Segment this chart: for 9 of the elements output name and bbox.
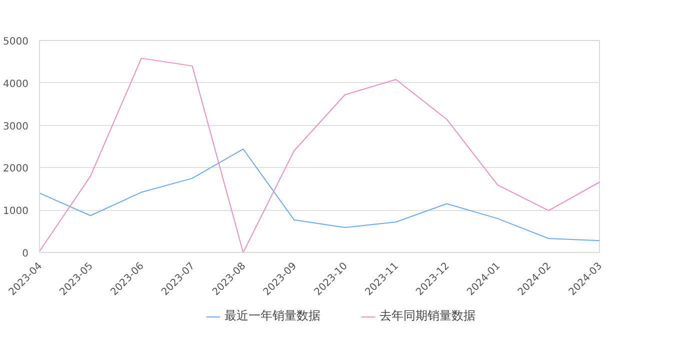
legend-label: 去年同期销量数据: [380, 308, 476, 324]
y-tick-label: 2000: [3, 164, 29, 175]
y-tick-label: 3000: [3, 121, 29, 132]
y-tick-label: 1000: [3, 206, 29, 218]
line-series: [40, 148, 600, 242]
y-tick-label: 5000: [3, 36, 29, 48]
legend-label: 最近一年销量数据: [224, 308, 320, 324]
y-tick-label: 0: [22, 248, 29, 260]
y-tick-label: 4000: [3, 78, 29, 90]
